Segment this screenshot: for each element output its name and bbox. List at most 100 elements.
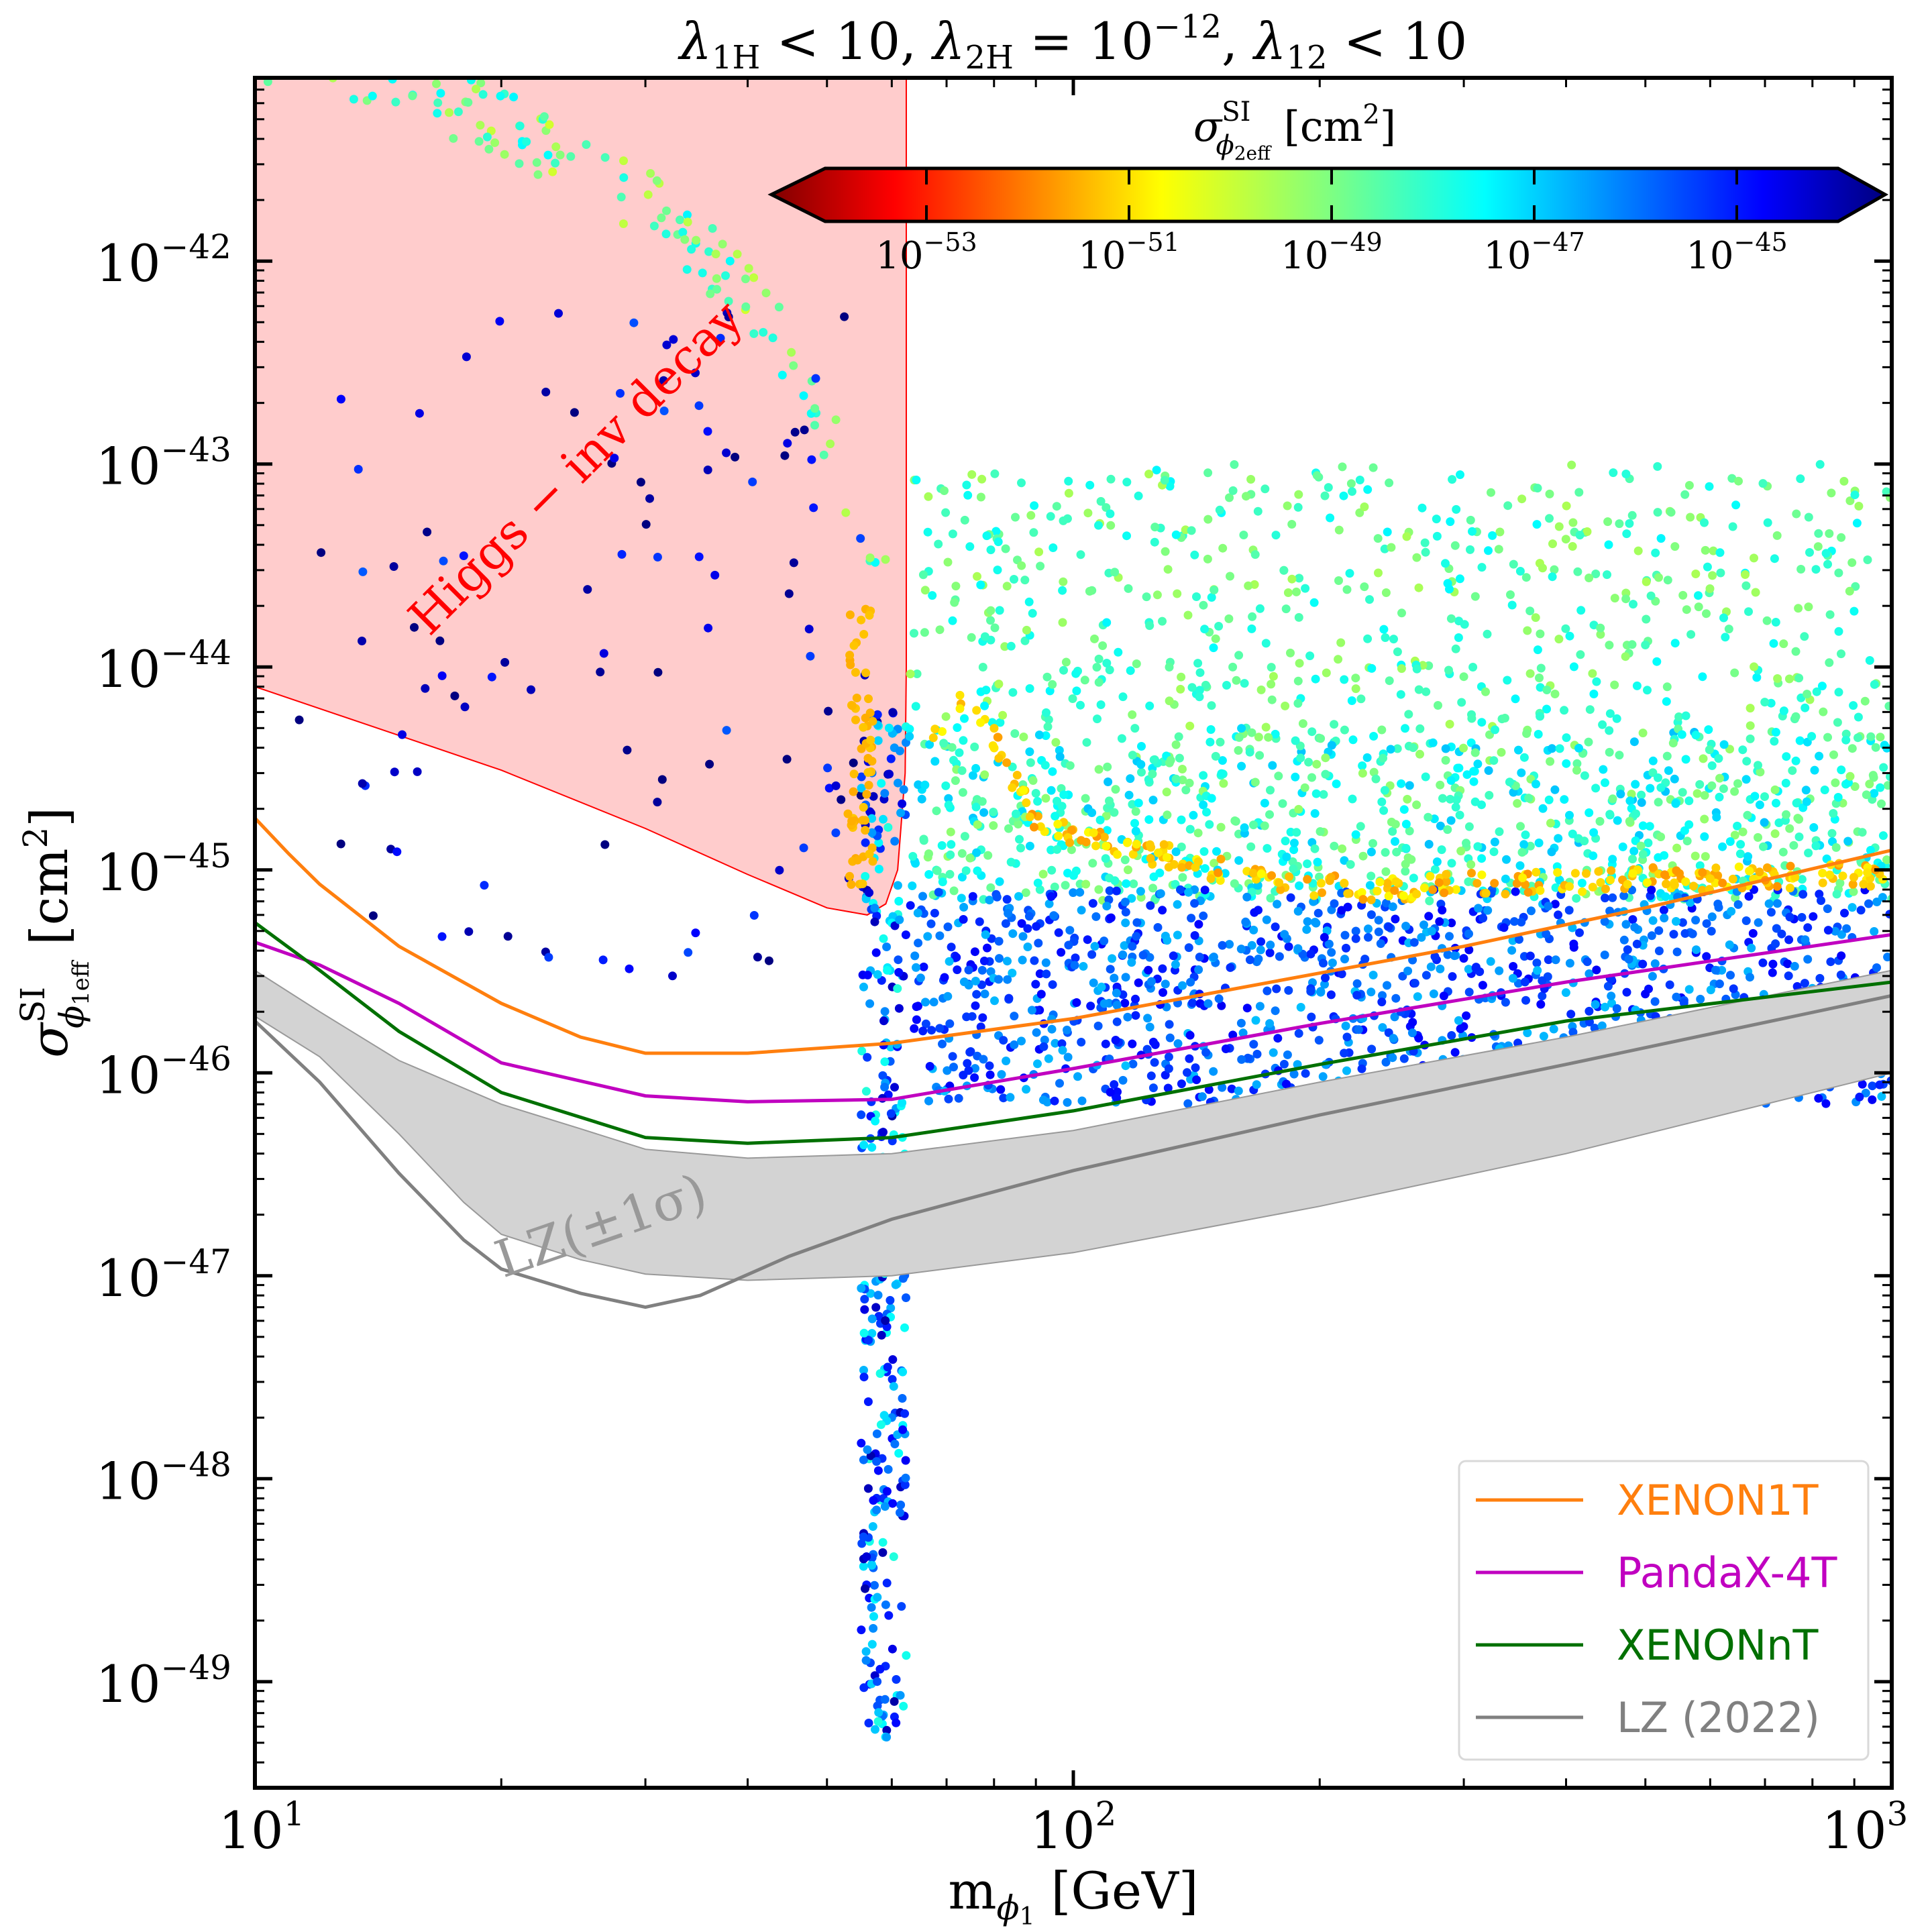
scatter-point — [970, 742, 979, 751]
scatter-point — [1430, 865, 1440, 874]
scatter-point — [1800, 632, 1809, 641]
scatter-point — [1705, 482, 1714, 491]
y-label-subsub: 1eff — [68, 959, 95, 1006]
scatter-point — [1420, 538, 1430, 547]
scatter-point — [1166, 755, 1175, 765]
colorbar-title-unit: [cm — [1271, 102, 1362, 151]
scatter-point — [1025, 684, 1034, 693]
scatter-point — [1473, 842, 1483, 851]
scatter-point — [1653, 462, 1662, 471]
scatter-point — [928, 733, 938, 743]
scatter-point — [1446, 794, 1455, 804]
scatter-point — [1789, 841, 1799, 850]
scatter-point — [1566, 1010, 1576, 1019]
scatter-point — [965, 542, 975, 551]
legend-box — [1458, 1460, 1870, 1761]
scatter-point — [1413, 992, 1422, 1002]
scatter-point — [994, 936, 1004, 946]
scatter-point — [1035, 885, 1044, 894]
scatter-point — [1436, 780, 1445, 790]
scatter-point — [1755, 867, 1764, 877]
scatter-point — [1199, 911, 1208, 920]
scatter-point — [1048, 767, 1057, 776]
scatter-point — [1351, 674, 1360, 683]
scatter-point — [1031, 979, 1040, 989]
scatter-point — [1036, 989, 1046, 999]
scatter-point — [1159, 988, 1167, 997]
scatter-point — [1584, 737, 1593, 747]
scatter-point — [1318, 888, 1326, 898]
scatter-point — [749, 911, 759, 920]
scatter-point — [1028, 776, 1038, 785]
scatter-point — [1261, 639, 1271, 648]
scatter-point — [1672, 992, 1681, 1002]
y-tick-label: 10−45 — [96, 837, 231, 902]
scatter-point — [860, 1295, 869, 1304]
scatter-point — [1384, 922, 1393, 932]
scatter-point — [1163, 810, 1172, 820]
scatter-point — [1791, 712, 1801, 721]
scatter-point — [1796, 565, 1806, 574]
scatter-point — [898, 1394, 907, 1403]
scatter-point — [971, 763, 981, 773]
scatter-point — [962, 480, 971, 490]
colorbar-tick-label: 10−53 — [875, 227, 977, 278]
scatter-point — [1234, 1086, 1243, 1095]
scatter-point — [1467, 869, 1476, 877]
scatter-point — [1746, 721, 1755, 731]
y-tick-base: 10 — [96, 233, 161, 293]
scatter-point — [1484, 546, 1493, 555]
scatter-point — [1622, 987, 1631, 997]
scatter-point — [1588, 669, 1597, 678]
scatter-point — [906, 669, 915, 679]
scatter-point — [1058, 586, 1067, 595]
scatter-point — [1033, 878, 1042, 888]
scatter-point — [1849, 887, 1858, 896]
scatter-point — [1598, 720, 1607, 729]
scatter-point — [619, 173, 629, 182]
scatter-point — [641, 520, 651, 529]
title-lambda-12: λ — [1252, 11, 1286, 71]
scatter-point — [1314, 1036, 1324, 1045]
scatter-point — [478, 90, 488, 99]
scatter-point — [960, 832, 969, 841]
scatter-point — [1360, 502, 1369, 511]
scatter-point — [1148, 1083, 1158, 1093]
scatter-point — [857, 1283, 866, 1293]
scatter-point — [1142, 592, 1151, 602]
y-label-unit: [cm — [19, 849, 79, 961]
scatter-point — [1664, 766, 1673, 775]
scatter-point — [1324, 939, 1334, 949]
scatter-point — [902, 1651, 911, 1660]
scatter-point — [1237, 1055, 1246, 1064]
scatter-point — [1451, 802, 1460, 812]
scatter-point — [1012, 809, 1020, 818]
scatter-point — [1625, 519, 1634, 528]
scatter-point — [1106, 521, 1116, 530]
limit-curve-lz-2022- — [255, 994, 1892, 1309]
scatter-point — [1006, 1093, 1015, 1102]
scatter-point — [985, 1061, 994, 1071]
scatter-point — [935, 931, 945, 941]
scatter-point — [859, 722, 868, 732]
scatter-point — [934, 539, 943, 549]
scatter-point — [1391, 994, 1401, 1003]
scatter-point — [1871, 743, 1880, 752]
scatter-point — [1805, 548, 1814, 557]
scatter-point — [1059, 665, 1068, 675]
scatter-point — [881, 555, 890, 564]
scatter-point — [694, 401, 704, 411]
scatter-point — [1849, 701, 1858, 710]
scatter-point — [1502, 855, 1511, 864]
scatter-point — [1265, 1019, 1275, 1028]
scatter-point — [1035, 969, 1044, 978]
scatter-point — [1102, 841, 1111, 851]
scatter-point — [1511, 694, 1520, 704]
scatter-point — [944, 800, 953, 810]
scatter-point — [669, 335, 678, 344]
scatter-point — [433, 109, 442, 118]
scatter-point — [1278, 799, 1287, 808]
scatter-point — [981, 686, 991, 695]
scatter-point — [1682, 837, 1692, 846]
scatter-point — [1364, 932, 1373, 942]
